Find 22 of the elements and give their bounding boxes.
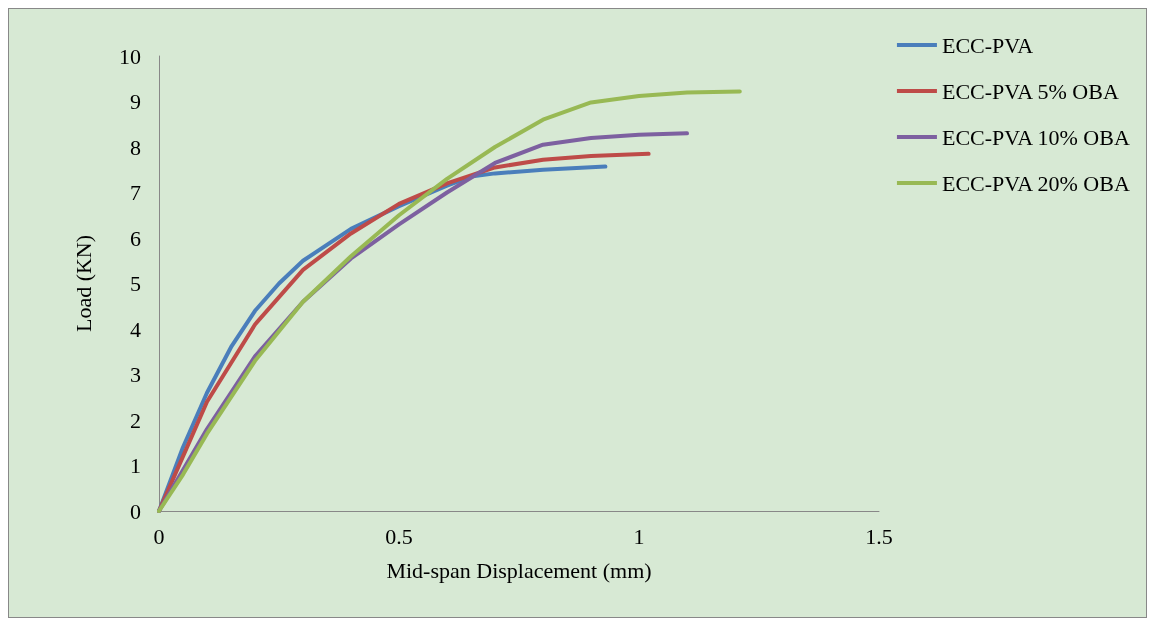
y-axis-title: Load (KN) [70,234,96,333]
x-tick-label: 0.5 [385,523,413,549]
y-tick-label: 6 [130,225,141,251]
y-tick-label: 2 [130,407,141,433]
y-tick-label: 9 [130,89,141,114]
legend-label: ECC-PVA 5% OBA [941,78,1119,104]
x-tick-label: 1.5 [865,523,893,549]
x-tick-label: 0 [153,523,165,549]
y-tick-label: 1 [130,453,141,478]
y-tick-label: 0 [130,498,141,524]
y-tick-label: 10 [119,43,141,69]
y-tick-label: 4 [130,316,141,342]
y-tick-label: 7 [130,180,141,205]
x-axis-title: Mid-span Displacement (mm) [386,557,652,583]
legend-label: ECC-PVA 10% OBA [941,124,1130,150]
line-series [157,89,742,513]
y-tick-label: 8 [130,134,141,160]
legend-label: ECC-PVA 20% OBA [941,170,1130,196]
y-tick-label: 3 [130,362,141,387]
x-tick-label: 1 [633,523,645,549]
legend-label: ECC-PVA [941,32,1034,58]
y-tick-label: 5 [130,271,141,296]
